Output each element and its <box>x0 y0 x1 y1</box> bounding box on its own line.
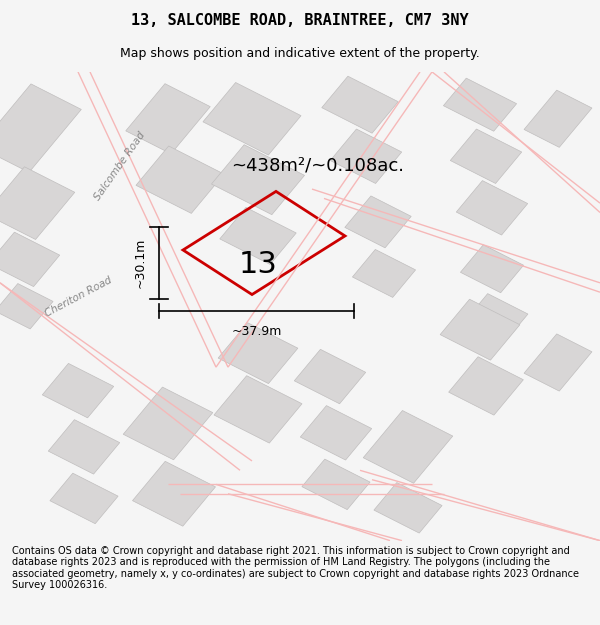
Polygon shape <box>374 482 442 533</box>
Polygon shape <box>50 473 118 524</box>
Polygon shape <box>450 129 522 184</box>
Polygon shape <box>440 299 520 360</box>
Polygon shape <box>136 146 224 213</box>
Polygon shape <box>0 84 82 172</box>
Polygon shape <box>211 145 305 214</box>
Polygon shape <box>0 232 60 287</box>
Polygon shape <box>42 363 114 418</box>
Text: Cheriton Road: Cheriton Road <box>43 275 113 319</box>
Polygon shape <box>524 334 592 391</box>
Polygon shape <box>126 84 210 154</box>
Polygon shape <box>302 459 370 509</box>
Text: Contains OS data © Crown copyright and database right 2021. This information is : Contains OS data © Crown copyright and d… <box>12 546 579 591</box>
Polygon shape <box>330 129 402 184</box>
Text: Salcombe Road: Salcombe Road <box>92 129 148 202</box>
Text: 13, SALCOMBE ROAD, BRAINTREE, CM7 3NY: 13, SALCOMBE ROAD, BRAINTREE, CM7 3NY <box>131 12 469 28</box>
Polygon shape <box>449 357 523 415</box>
Polygon shape <box>468 294 528 338</box>
Polygon shape <box>133 461 215 526</box>
Polygon shape <box>524 90 592 148</box>
Polygon shape <box>0 284 53 329</box>
Polygon shape <box>460 245 524 292</box>
Polygon shape <box>352 249 416 298</box>
Polygon shape <box>218 322 298 384</box>
Polygon shape <box>48 419 120 474</box>
Polygon shape <box>123 387 213 460</box>
Polygon shape <box>363 411 453 483</box>
Polygon shape <box>214 376 302 443</box>
Polygon shape <box>203 82 301 155</box>
Text: ~30.1m: ~30.1m <box>134 238 147 288</box>
Text: ~438m²/~0.108ac.: ~438m²/~0.108ac. <box>232 157 404 174</box>
Text: Map shows position and indicative extent of the property.: Map shows position and indicative extent… <box>120 48 480 61</box>
Polygon shape <box>0 167 75 239</box>
Polygon shape <box>220 208 296 264</box>
Polygon shape <box>345 196 411 248</box>
Polygon shape <box>322 76 398 133</box>
Polygon shape <box>443 78 517 131</box>
Polygon shape <box>294 349 366 404</box>
Polygon shape <box>456 181 528 235</box>
Text: ~37.9m: ~37.9m <box>232 325 281 338</box>
Text: 13: 13 <box>239 249 277 279</box>
Polygon shape <box>300 406 372 460</box>
